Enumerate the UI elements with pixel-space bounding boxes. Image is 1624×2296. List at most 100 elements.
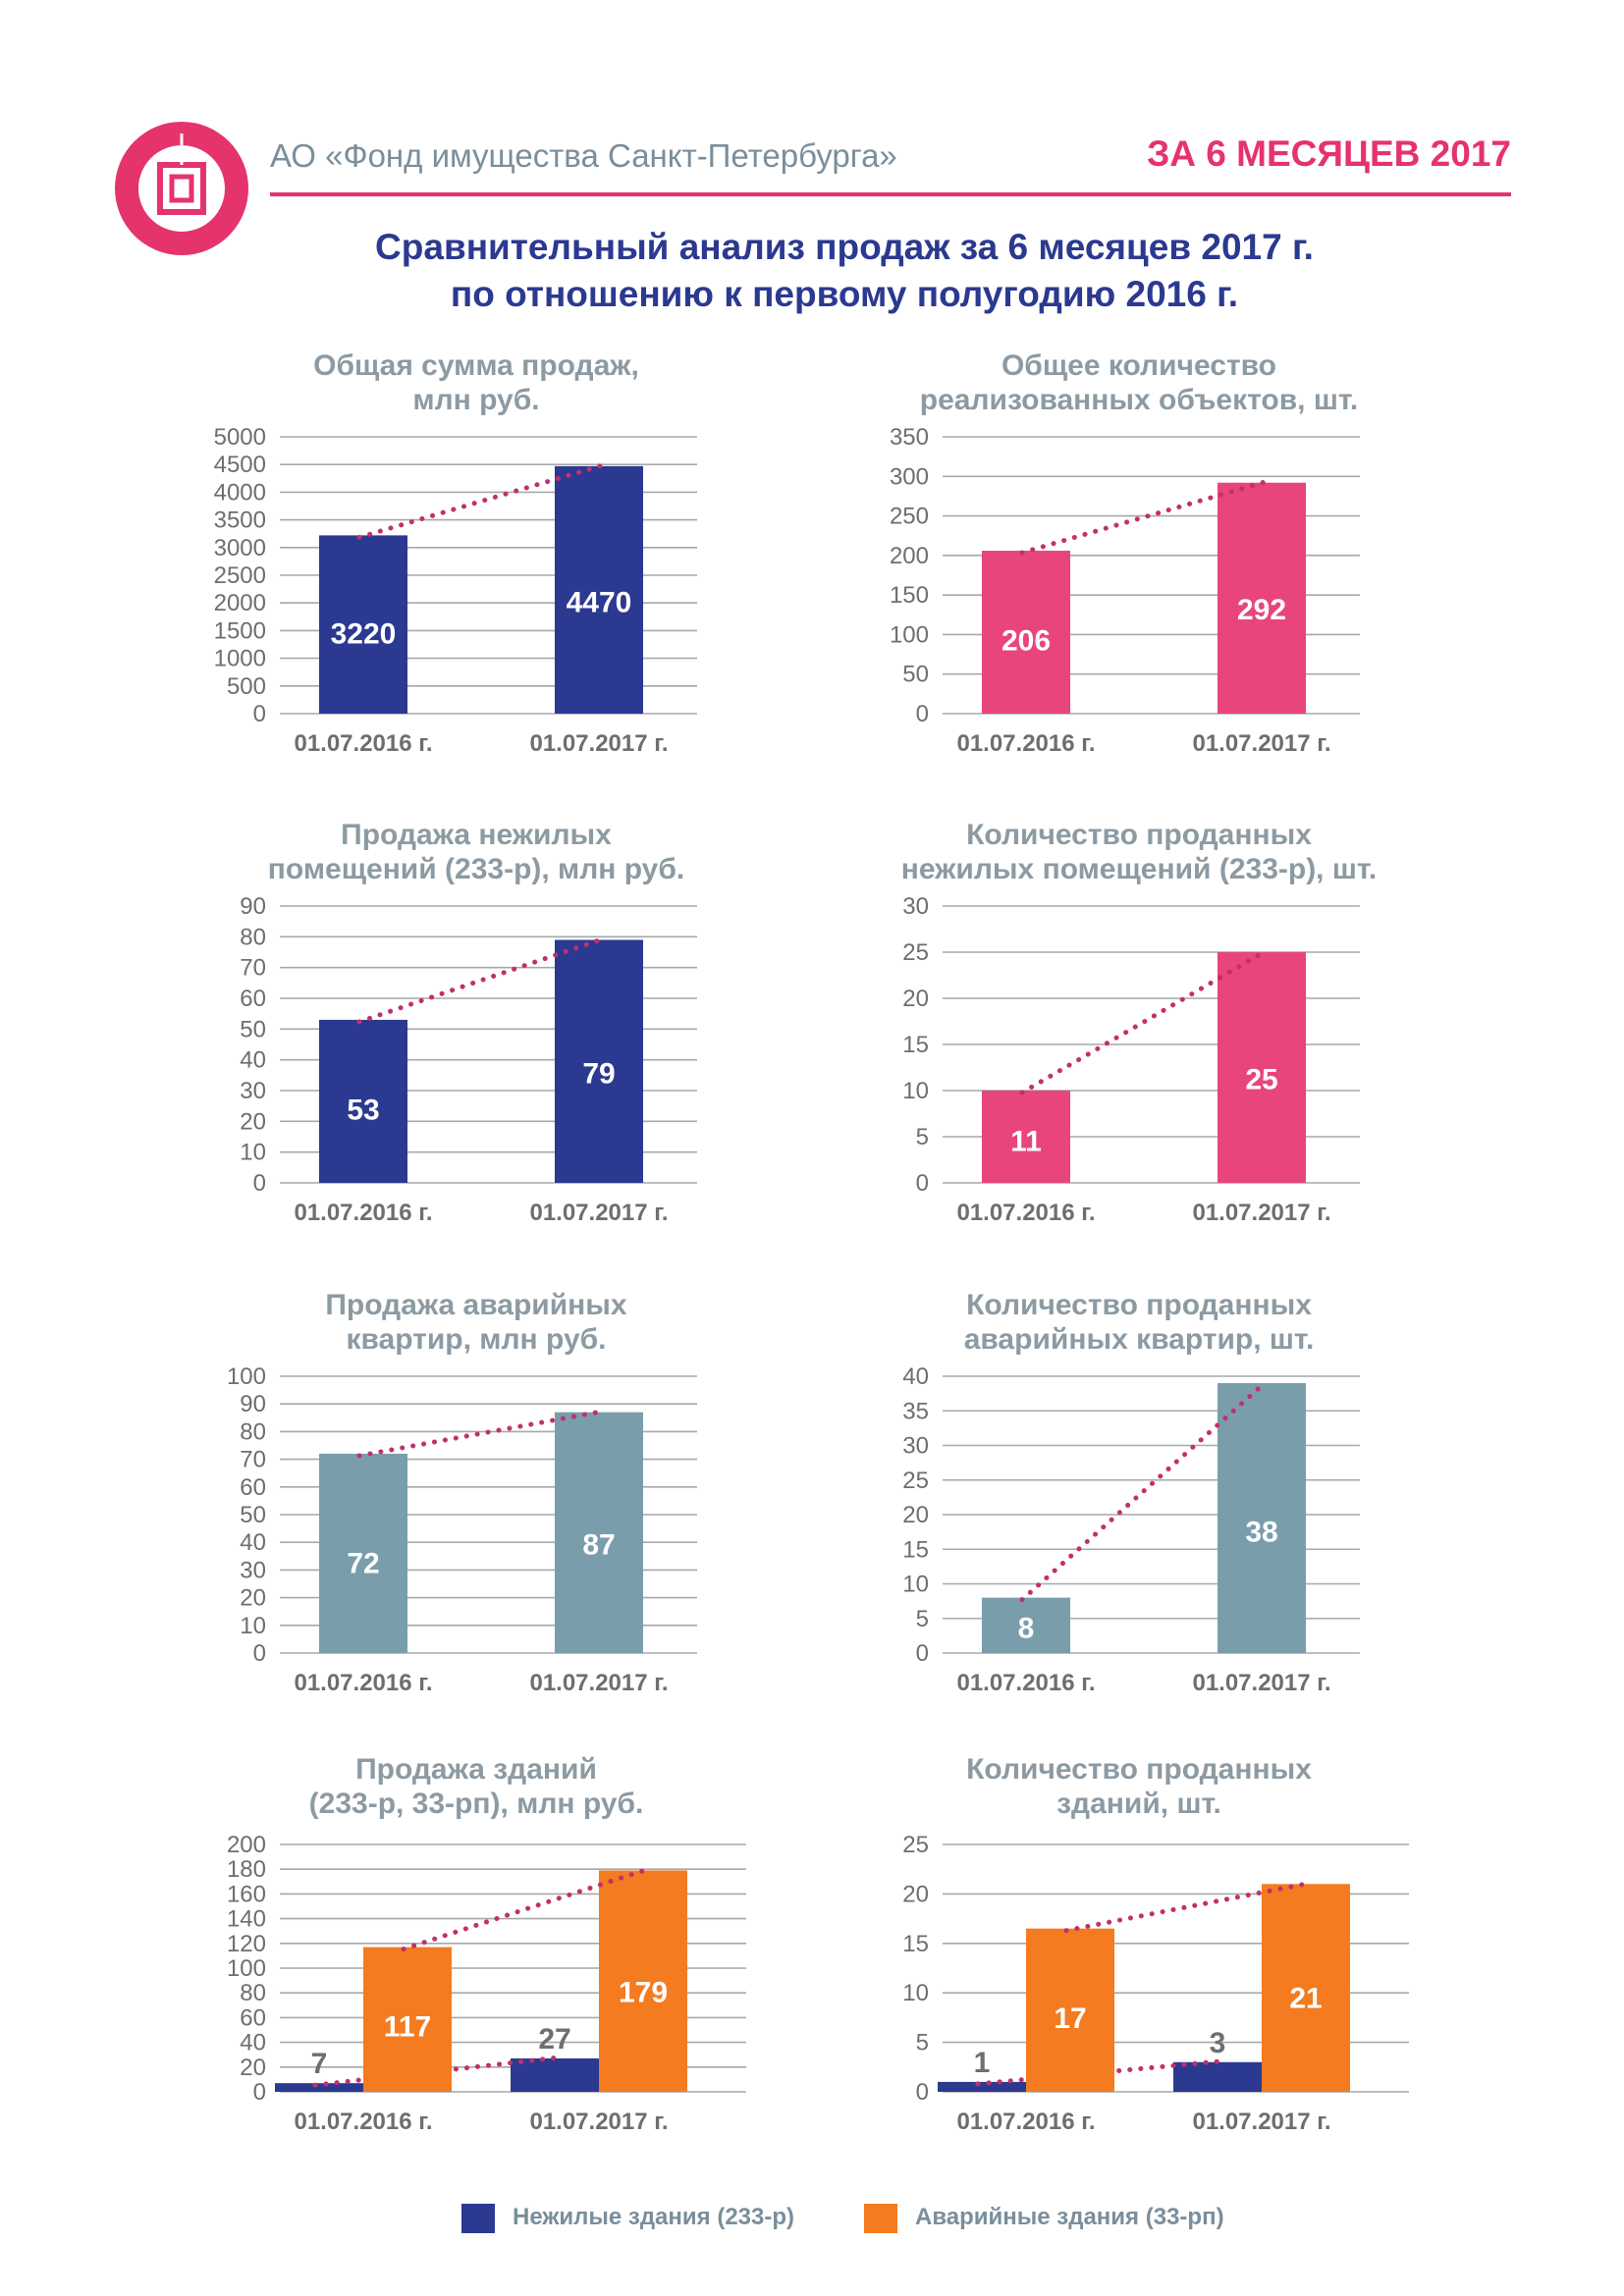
organization-name: АО «Фонд имущества Санкт-Петербурга» [270, 137, 897, 174]
y-tick-label: 10 [902, 1980, 929, 2006]
chart-title-line-1: Продажа аварийных [325, 1289, 627, 1321]
data-label: 25 [1245, 1063, 1277, 1095]
data-label: 292 [1237, 594, 1286, 626]
x-tick-label: 01.07.2016 г. [294, 730, 432, 757]
chart-title: Общее количество реализованных объектов,… [864, 348, 1414, 417]
data-label: 3220 [331, 617, 397, 650]
y-tick-label: 10 [902, 1078, 929, 1104]
data-label: 87 [582, 1529, 615, 1562]
trend-line [356, 935, 606, 1025]
chart-title-line-2: нежилых помещений (233-р), шт. [900, 853, 1378, 885]
chart-title: Продажа аварийных квартир, млн руб. [201, 1288, 751, 1357]
bar [319, 1019, 407, 1183]
page-title-line-2: по отношению к первому полугодию 2016 г. [450, 274, 1239, 314]
y-tick-label: 35 [902, 1398, 929, 1424]
y-tick-label: 20 [902, 986, 929, 1012]
trend-line [1019, 1379, 1269, 1603]
trend-line [1063, 1880, 1313, 1934]
data-label: 53 [347, 1094, 379, 1126]
y-tick-label: 40 [240, 2030, 266, 2056]
y-tick-label: 25 [902, 1832, 929, 1858]
y-tick-label: 40 [902, 1363, 929, 1390]
y-tick-label: 5 [916, 2030, 929, 2056]
data-label: 3 [1210, 2027, 1226, 2059]
y-tick-label: 160 [227, 1881, 266, 1907]
y-tick-label: 2500 [214, 562, 266, 589]
x-tick-label: 01.07.2017 г. [1192, 2109, 1330, 2135]
trend-line [1019, 948, 1269, 1095]
legend-swatch-navy [461, 2204, 495, 2233]
y-tick-label: 15 [902, 1931, 929, 1957]
y-tick-label: 80 [240, 1418, 266, 1445]
chart-panel-total-objects: Общее количество реализованных объектов,… [864, 348, 1414, 810]
page-title-line-1: Сравнительный анализ продаж за 6 месяцев… [375, 227, 1314, 267]
chart-title: Продажа зданий (233-р, 33-рп), млн руб. [201, 1752, 751, 1821]
y-tick-label: 20 [240, 2055, 266, 2081]
y-tick-label: 0 [253, 701, 266, 727]
data-label: 21 [1289, 1983, 1322, 2015]
y-tick-label: 1000 [214, 646, 266, 672]
y-tick-label: 20 [240, 1585, 266, 1612]
chart-title-line-1: Общее количество [1001, 349, 1277, 382]
chart-legend: Нежилые здания (233-р) Аварийные здания … [461, 2202, 1267, 2241]
bar [555, 939, 643, 1183]
x-tick-label: 01.07.2016 г. [294, 1200, 432, 1226]
data-label: 72 [347, 1548, 379, 1580]
fund-logo [115, 122, 248, 255]
y-tick-label: 20 [240, 1108, 266, 1135]
y-tick-label: 10 [902, 1572, 929, 1598]
chart-panel-total-sales: Общая сумма продаж, млн руб. 0 500 1000 150… [201, 348, 751, 810]
y-tick-label: 3000 [214, 535, 266, 561]
data-label: 4470 [567, 587, 632, 619]
y-tick-label: 50 [902, 662, 929, 688]
y-tick-label: 50 [240, 1016, 266, 1042]
data-label: 8 [1018, 1613, 1035, 1645]
chart-nonresidential-count: 0 5 10 15 20 25 30 01.07.2016 г. 01.07.2017 г. 11… [902, 893, 1360, 1226]
bar [1173, 2061, 1262, 2092]
x-tick-label: 01.07.2016 г. [294, 2109, 432, 2135]
y-tick-label: 4500 [214, 452, 266, 478]
x-tick-label: 01.07.2016 г. [956, 1670, 1095, 1696]
y-tick-label: 0 [253, 1640, 266, 1667]
chart-title-line-1: Общая сумма продаж, [313, 349, 639, 382]
x-tick-label: 01.07.2016 г. [956, 1200, 1095, 1226]
y-tick-label: 250 [890, 504, 929, 530]
chart-total-objects: 0 50 100 150 200 250 300 350 01.07.2016 г. 01.07.… [890, 424, 1360, 757]
y-tick-label: 300 [890, 463, 929, 490]
chart-panel-buildings-sales: Продажа зданий (233-р, 33-рп), млн руб. … [201, 1752, 751, 2214]
y-tick-label: 350 [890, 424, 929, 451]
y-tick-label: 70 [240, 955, 266, 982]
data-label: 1 [974, 2047, 991, 2079]
header-divider [270, 192, 1511, 196]
trend-line [1019, 479, 1269, 556]
y-tick-label: 10 [240, 1613, 266, 1639]
chart-title-line-2: (233-р, 33-рп), млн руб. [308, 1788, 644, 1820]
x-tick-label: 01.07.2017 г. [529, 1200, 668, 1226]
data-label: 7 [311, 2048, 328, 2080]
chart-title-line-1: Количество проданных [966, 819, 1312, 851]
chart-emergency-flats-count: 0 5 10 15 20 25 30 35 40 01.07.2016 г. 01.07.2017 … [902, 1363, 1360, 1696]
y-tick-label: 3500 [214, 507, 266, 534]
y-tick-label: 30 [902, 1433, 929, 1460]
chart-title-line-2: зданий, шт. [1056, 1788, 1221, 1820]
y-tick-label: 180 [227, 1856, 266, 1883]
chart-title-line-2: помещений (233-р), млн руб. [267, 853, 685, 885]
chart-panel-nonresidential-count: Количество проданных нежилых помещений (… [864, 818, 1414, 1279]
chart-title-line-1: Количество проданных [966, 1753, 1312, 1786]
trend-line [401, 1866, 650, 1952]
chart-panel-emergency-flats-sales: Продажа аварийных квартир, млн руб. 0 10 2… [201, 1288, 751, 1749]
bar [555, 465, 643, 714]
y-tick-label: 40 [240, 1529, 266, 1556]
x-tick-label: 01.07.2017 г. [529, 1670, 668, 1696]
y-tick-label: 2000 [214, 590, 266, 616]
x-tick-label: 01.07.2017 г. [529, 2109, 668, 2135]
y-tick-label: 25 [902, 1468, 929, 1494]
data-label: 38 [1245, 1516, 1277, 1548]
y-tick-label: 5 [916, 1124, 929, 1150]
chart-title-line-2: аварийных квартир, шт. [963, 1323, 1315, 1356]
legend-label: Аварийные здания (33-рп) [915, 2204, 1224, 2230]
y-tick-label: 60 [240, 1474, 266, 1501]
y-tick-label: 0 [916, 701, 929, 727]
y-tick-label: 0 [916, 2079, 929, 2106]
